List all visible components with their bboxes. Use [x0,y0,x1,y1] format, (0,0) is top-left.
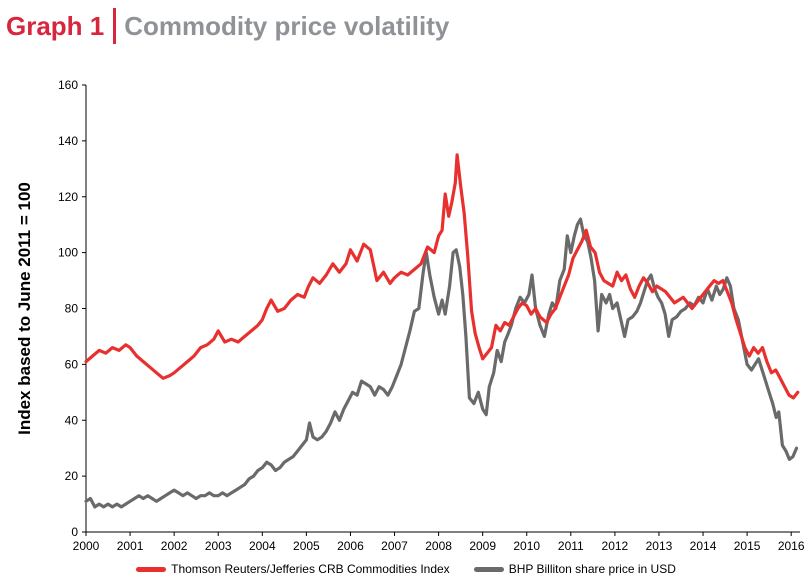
y-tick-label: 20 [65,469,79,483]
x-tick-label: 2012 [602,539,629,553]
chart-legend: Thomson Reuters/Jefferies CRB Commoditie… [0,562,812,576]
x-tick-label: 2001 [117,539,144,553]
y-tick-label: 60 [65,357,79,371]
x-tick-label: 2016 [778,539,805,553]
chart-title: Commodity price volatility [124,10,450,41]
x-tick-label: 2000 [73,539,100,553]
legend-item-bhp: BHP Billiton share price in USD [473,562,676,576]
series-line-crb-index [84,153,800,400]
y-tick-label: 160 [58,78,78,92]
y-tick-label: 80 [65,302,79,316]
x-tick-label: 2010 [513,539,540,553]
title-separator [113,8,117,44]
x-tick-label: 2003 [205,539,232,553]
x-tick-label: 2007 [381,539,408,553]
legend-label-crb: Thomson Reuters/Jefferies CRB Commoditie… [171,562,450,576]
y-axis-label: Index based to June 2011 = 100 [15,182,34,435]
y-tick-label: 0 [71,525,78,539]
x-tick-label: 2013 [646,539,673,553]
x-tick-label: 2009 [469,539,496,553]
x-tick-label: 2014 [690,539,717,553]
x-tick-label: 2004 [249,539,276,553]
y-tick-label: 100 [58,246,78,260]
line-chart: 0 20 40 60 80 100 120 140 160 2000 2001 2002 2003 200… [15,78,805,553]
legend-swatch-bhp [473,566,504,572]
legend-swatch-crb [136,566,167,572]
legend-item-crb: Thomson Reuters/Jefferies CRB Commoditie… [136,562,450,576]
series-line-bhp-share-price [84,217,799,509]
x-tick-label: 2005 [293,539,320,553]
y-tick-label: 120 [58,190,78,204]
x-tick-label: 2015 [734,539,761,553]
x-tick-label: 2008 [425,539,452,553]
y-tick-label: 40 [65,413,79,427]
graph-number: Graph 1 [6,10,105,41]
chart-title-bar: Graph 1 Commodity price volatility [6,6,449,46]
x-tick-label: 2002 [161,539,188,553]
y-tick-label: 140 [58,134,78,148]
x-tick-label: 2006 [337,539,364,553]
legend-label-bhp: BHP Billiton share price in USD [508,562,676,576]
x-tick-label: 2011 [558,539,584,553]
